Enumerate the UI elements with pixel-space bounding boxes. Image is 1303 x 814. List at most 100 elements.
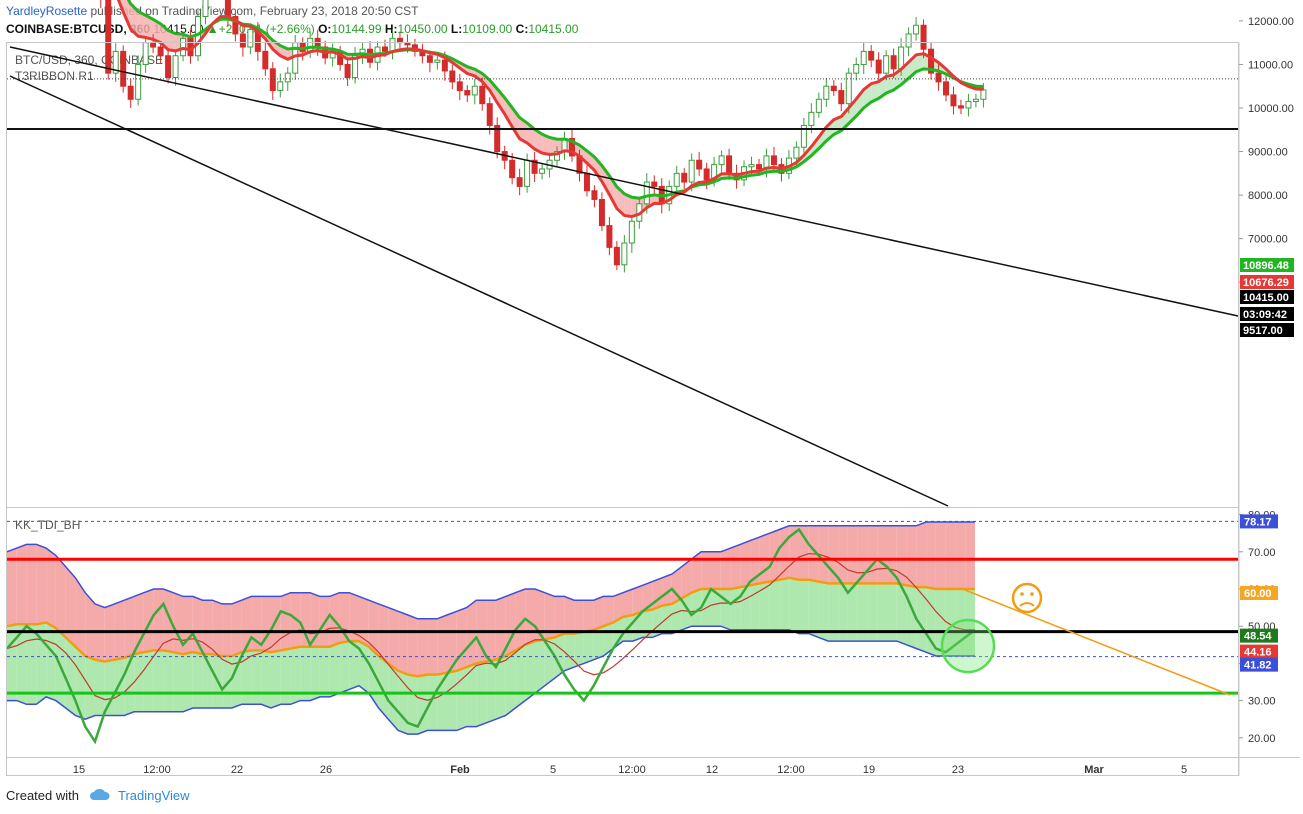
candle-body xyxy=(643,181,650,205)
osc-lower-fill-segment xyxy=(574,631,584,668)
osc-upper-fill-segment xyxy=(202,600,213,655)
osc-upper-fill-segment xyxy=(407,615,418,677)
ribbon-green-price-tag-text: 10896.48 xyxy=(1243,260,1289,272)
candle-body xyxy=(284,72,291,83)
candle-body xyxy=(120,50,127,87)
osc-upper-fill-segment xyxy=(153,589,164,651)
osc-upper-fill-segment xyxy=(681,559,692,599)
osc-lower-fill-segment xyxy=(544,637,555,686)
candle-body xyxy=(905,33,912,48)
osc-upper-fill-segment xyxy=(280,592,291,651)
candle-body xyxy=(965,100,972,109)
ribbon-fill-segment xyxy=(504,97,513,127)
osc-upper-fill-segment xyxy=(877,525,887,584)
candle-body xyxy=(142,42,149,65)
osc-upper-fill-segment xyxy=(398,611,408,675)
author-link[interactable]: YardleyRosette xyxy=(6,4,88,18)
osc-lower-fill-segment xyxy=(163,650,174,712)
ribbon-fill-segment xyxy=(601,165,610,195)
osc-lower-fill-segment xyxy=(857,583,868,642)
osc-upper-fill-segment xyxy=(36,544,47,625)
candle-body xyxy=(569,137,575,157)
osc-signal-tag-text: 44.16 xyxy=(1244,647,1272,659)
osc-lower-fill-segment xyxy=(877,583,887,642)
osc-lower-fill-segment xyxy=(916,587,927,653)
countdown-tag-bg xyxy=(1240,307,1294,321)
candle-body xyxy=(486,103,493,126)
highlight-circle xyxy=(940,618,996,674)
price-tick-label: 7000.00 xyxy=(1248,234,1288,246)
osc-lower-fill-segment xyxy=(378,655,389,720)
time-tick-label: 12:00 xyxy=(618,764,646,776)
candle-body xyxy=(726,155,733,174)
osc-lower-fill-segment xyxy=(290,646,301,705)
osc-upper-fill-segment xyxy=(388,607,399,671)
candle-body xyxy=(815,98,822,113)
osc-lower-fill-segment xyxy=(173,652,183,712)
osc-upper-fill-segment xyxy=(417,618,428,677)
current-price-tag: 10415.00 xyxy=(1240,290,1294,304)
time-tick-label: Feb xyxy=(450,764,470,776)
high-label: H: xyxy=(384,22,398,36)
ribbon-fast-line xyxy=(116,0,984,219)
osc-upper-fill-segment xyxy=(642,581,653,612)
candle-body xyxy=(980,89,987,100)
candle-body xyxy=(232,16,239,35)
osc-upper-fill-segment xyxy=(867,525,878,584)
osc-lower-fill-segment xyxy=(769,579,780,630)
osc-target-tag-bg xyxy=(1240,586,1278,600)
ribbon-fill-segment xyxy=(871,81,879,102)
price-tick-label: 10000.00 xyxy=(1248,103,1294,115)
osc-upper-fill-segment xyxy=(740,540,751,588)
candle-body xyxy=(277,81,284,92)
osc-lower-fill-segment xyxy=(65,637,76,716)
candle-body xyxy=(628,220,635,244)
current-price-tag-text: 10415.00 xyxy=(1243,292,1289,304)
sad-face-outline xyxy=(1011,582,1043,614)
osc-lower-fill-segment xyxy=(143,650,154,712)
candle-body xyxy=(105,0,112,74)
ribbon-legend: T3RIBBON R1 xyxy=(15,69,94,83)
candle-body xyxy=(314,37,321,48)
time-tick-label: Mar xyxy=(1084,764,1104,776)
candle-body xyxy=(135,63,142,100)
osc-upper-fill-segment xyxy=(231,600,242,656)
osc-upper-fill-segment xyxy=(427,618,438,675)
candle-body xyxy=(224,0,231,18)
osc-upper-fill-segment xyxy=(241,596,252,653)
time-tick-label: 12:00 xyxy=(777,764,805,776)
tradingview-link[interactable]: TradingView xyxy=(118,788,190,803)
time-tick-label: 15 xyxy=(73,764,85,776)
low-value: 10109.00 xyxy=(462,22,513,36)
candle-body xyxy=(509,159,516,179)
osc-lower-fill-segment xyxy=(407,674,418,735)
indicator-legend: KK_TDI_BH xyxy=(15,518,80,532)
countdown-tag: 03:09:42 xyxy=(1240,307,1294,321)
osc-lower-fill-segment xyxy=(847,583,858,642)
osc-lower-tag-bg xyxy=(1240,657,1278,672)
osc-target-tag-text: 60.00 xyxy=(1244,588,1272,600)
osc-lower-fill-segment xyxy=(779,577,790,630)
osc-lower-fill-segment xyxy=(554,633,565,679)
osc-lower-fill-segment xyxy=(642,609,653,638)
candle-body xyxy=(404,42,411,46)
candle-body xyxy=(307,37,314,52)
osc-upper-fill-segment xyxy=(368,600,379,656)
osc-upper-fill-segment xyxy=(515,589,526,651)
candle-body xyxy=(913,24,920,35)
time-tick-label: 5 xyxy=(550,764,556,776)
osc-lower-fill-segment xyxy=(192,652,203,709)
osc-lower-fill-segment xyxy=(730,587,741,630)
osc-lower-fill-segment xyxy=(691,589,702,627)
osc-signal-tag-bg xyxy=(1240,644,1278,659)
candle-body xyxy=(606,225,613,248)
osc-upper-fill-segment xyxy=(437,615,447,675)
candle-body xyxy=(898,46,905,70)
osc-lower-fill-segment xyxy=(319,646,330,697)
ribbon-red-price-tag-text: 10676.29 xyxy=(1243,277,1289,289)
osc-lower-fill-segment xyxy=(945,589,956,656)
osc-lower-fill-segment xyxy=(75,646,86,720)
osc-upper-fill-segment xyxy=(847,525,858,584)
candle-body xyxy=(957,105,964,109)
